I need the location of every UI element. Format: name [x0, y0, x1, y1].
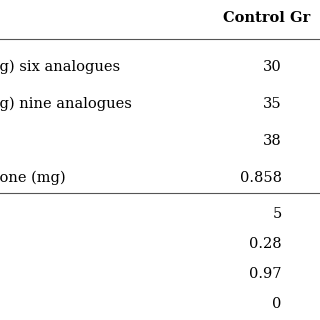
- Text: 38: 38: [263, 134, 282, 148]
- Text: ng) nine analogues: ng) nine analogues: [0, 97, 132, 111]
- Text: 0.97: 0.97: [249, 267, 282, 281]
- Text: Control Gr: Control Gr: [223, 11, 310, 25]
- Text: 35: 35: [263, 97, 282, 111]
- Text: 5: 5: [272, 207, 282, 221]
- Text: 0.858: 0.858: [240, 171, 282, 185]
- Text: hone (mg): hone (mg): [0, 171, 66, 185]
- Text: 30: 30: [263, 60, 282, 74]
- Text: 0.28: 0.28: [249, 237, 282, 251]
- Text: ng) six analogues: ng) six analogues: [0, 60, 121, 74]
- Text: 0: 0: [272, 297, 282, 311]
